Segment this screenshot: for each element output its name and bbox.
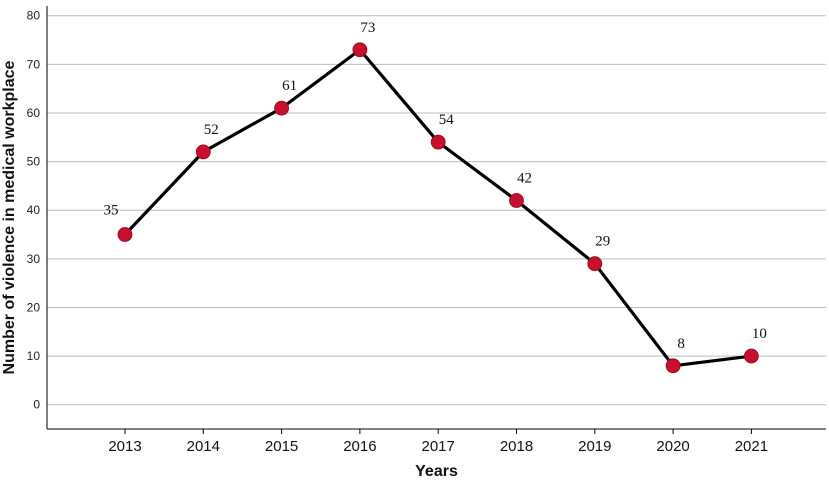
data-points [117,42,759,374]
x-tick-label: 2014 [187,438,220,455]
y-axis-title: Number of violence in medical workplace [1,60,18,374]
data-label: 52 [204,122,219,138]
data-point [509,193,524,208]
x-tick-label: 2013 [108,438,141,455]
data-label: 35 [104,203,119,219]
data-point [665,358,681,374]
x-tick-label: 2021 [735,438,768,455]
y-tick-label: 60 [27,106,41,120]
y-tick-label: 30 [27,252,41,266]
axes [46,6,826,434]
y-tick-label: 50 [27,155,41,169]
data-point [430,134,446,150]
data-labels: 35 52 61 73 54 42 29 8 10 [104,20,767,352]
grid-lines [47,15,826,406]
y-tick-label: 0 [33,398,40,412]
y-tick-label: 40 [27,203,41,217]
y-tick-label: 10 [27,349,41,363]
x-tick-label: 2015 [265,438,298,455]
data-label: 42 [517,170,532,186]
data-point [117,227,133,242]
y-tick-label: 20 [27,300,41,314]
y-tick-labels: 0 10 20 30 40 50 60 70 80 [27,9,41,412]
data-label: 54 [439,112,455,128]
x-tick-label: 2020 [656,438,689,455]
x-axis-title: Years [415,463,458,480]
data-point [352,42,368,58]
data-label: 8 [677,336,685,352]
data-point [744,348,759,364]
series-line [123,48,752,368]
data-label: 29 [595,234,610,250]
data-point [195,144,211,160]
y-tick-label: 80 [27,9,41,23]
series-line-group [123,48,752,368]
data-label: 73 [360,20,375,36]
x-tick-label: 2019 [578,438,611,455]
data-point [274,100,290,116]
data-label: 10 [752,326,767,342]
y-tick-label: 70 [27,57,41,71]
data-point [587,256,603,272]
x-tick-label: 2017 [422,438,455,455]
x-tick-label: 2018 [500,438,533,455]
x-tick-labels: 2013 2014 2015 2016 2017 2018 2019 2020 2021 [108,438,768,455]
data-label: 61 [282,78,297,94]
x-tick-label: 2016 [343,438,376,455]
